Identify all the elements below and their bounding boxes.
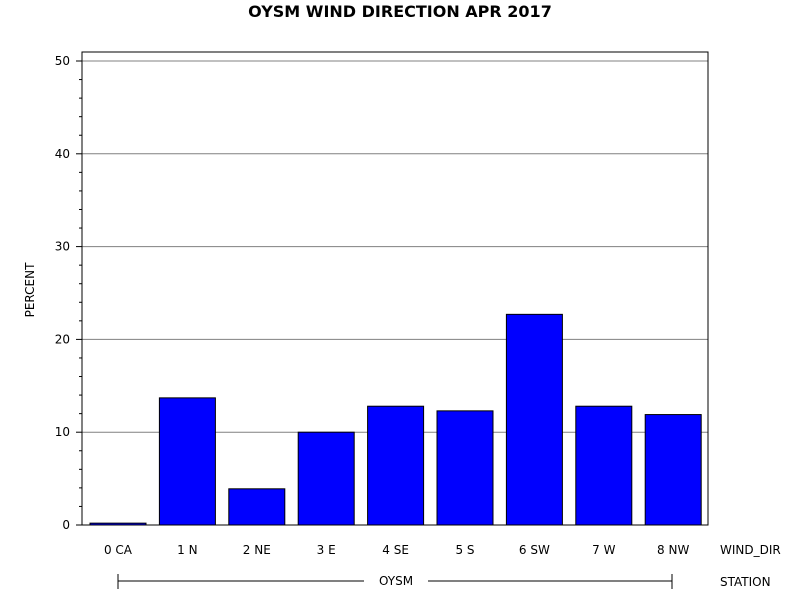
y-tick-label: 50 [55,54,70,68]
x-category-label: 4 SE [382,543,409,557]
x-axis-label: WIND_DIR [720,543,781,557]
y-tick-label: 40 [55,147,70,161]
bar [505,313,563,526]
x-axis-categories: 0 CA 1 N 2 NE 3 E 4 SE 5 S 6 SW 7 W 8 NW [104,543,690,557]
group-label: OYSM [379,574,413,588]
gridlines [82,60,708,433]
x-category-label: 1 N [177,543,197,557]
bars [89,313,702,526]
chart-title: OYSM WIND DIRECTION APR 2017 [248,2,552,21]
bar [228,488,286,526]
plot-frame [81,51,709,526]
x-category-label: 2 NE [243,543,271,557]
x-category-label: 8 NW [657,543,689,557]
bar [644,414,702,526]
y-tick-label: 20 [55,332,70,346]
y-tick-label: 30 [55,240,70,254]
y-axis-label: PERCENT [23,262,37,317]
x-category-label: 6 SW [519,543,550,557]
bar [158,397,216,526]
x-category-label: 5 S [455,543,474,557]
x-category-label: 0 CA [104,543,133,557]
y-tick-label: 10 [55,425,70,439]
bar [436,410,494,526]
x-category-label: 3 E [317,543,336,557]
bar [297,431,355,526]
y-tick-label: 0 [62,518,70,532]
bar [367,405,425,526]
group-axis-label: STATION [720,575,771,589]
bar [575,405,633,526]
x-category-label: 7 W [592,543,615,557]
y-axis-ticks: 0 10 20 30 40 50 [55,54,82,532]
